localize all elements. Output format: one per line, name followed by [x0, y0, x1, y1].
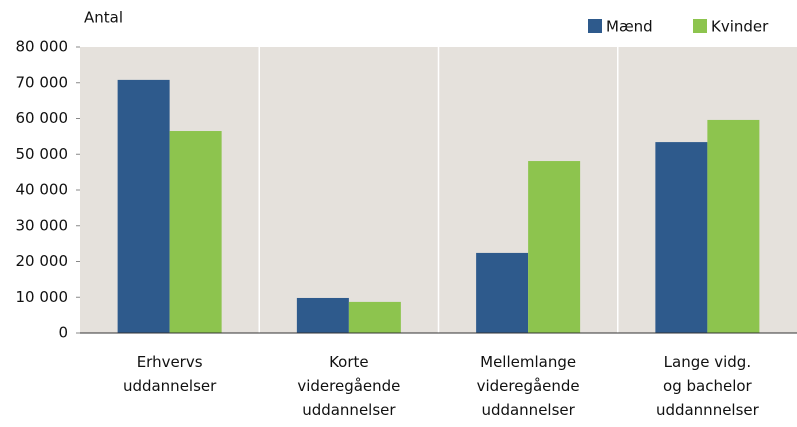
y-tick-label: 60 000 [16, 109, 69, 127]
bar [296, 297, 349, 333]
legend-label: Kvinder [711, 18, 769, 36]
y-tick-label: 80 000 [16, 38, 69, 56]
bar [707, 119, 760, 334]
legend-label: Mænd [606, 18, 653, 36]
y-tick-label: 20 000 [16, 252, 69, 270]
y-tick-label: 10 000 [16, 288, 69, 306]
x-tick-label: Lange vidg. og bachelor uddannnelser [656, 353, 760, 419]
y-tick-label: 50 000 [16, 145, 69, 163]
bar [655, 142, 708, 333]
y-tick-label: 30 000 [16, 216, 69, 234]
y-tick-label: 40 000 [16, 181, 69, 199]
y-tick-label: 70 000 [16, 73, 69, 91]
bar [169, 131, 222, 333]
x-tick-label: Erhvervs uddannelser [123, 353, 217, 395]
bar [476, 252, 529, 333]
bar [528, 161, 581, 333]
y-tick-label: 0 [58, 324, 68, 342]
legend-swatch [588, 19, 602, 33]
bar [117, 79, 170, 333]
x-tick-label: Mellemlange videregående uddannelser [477, 353, 580, 419]
x-tick-label: Korte videregående uddannelser [297, 353, 400, 419]
bar [348, 301, 401, 333]
legend-swatch [693, 19, 707, 33]
y-axis-label: Antal [84, 9, 123, 27]
